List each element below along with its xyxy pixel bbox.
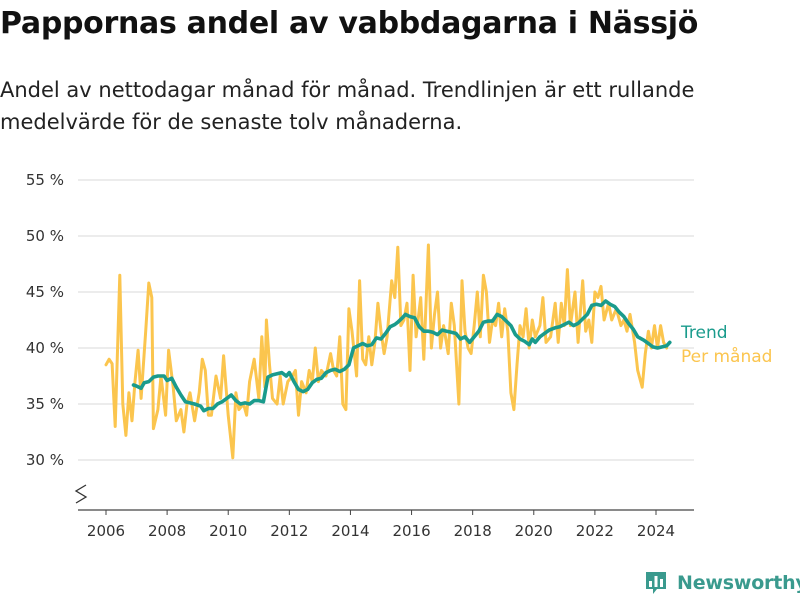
y-tick-label: 50 %	[26, 227, 64, 245]
x-tick-label: 2006	[87, 522, 125, 540]
brand-name: Newsworthy	[677, 572, 800, 594]
y-tick-label: 55 %	[26, 171, 64, 189]
x-tick-label: 2024	[637, 522, 675, 540]
y-tick-label: 30 %	[26, 451, 64, 469]
y-tick-label: 40 %	[26, 339, 64, 357]
x-tick-label: 2010	[209, 522, 247, 540]
monthly-line	[104, 243, 669, 460]
grid-lines	[78, 179, 694, 461]
x-tick-label: 2022	[576, 522, 614, 540]
x-tick-label: 2014	[331, 522, 369, 540]
axis-break-icon	[74, 484, 88, 504]
bar-chart-pin-icon	[646, 572, 666, 594]
x-tick-label: 2008	[148, 522, 186, 540]
axes: 30 % 35 % 40 % 45 % 50 % 55 % 2006 2008 2010 2012…	[26, 171, 694, 540]
page-subtitle: Andel av nettodagar månad för månad. Tre…	[0, 78, 695, 134]
trend-label: Trend	[680, 323, 728, 343]
x-tick-label: 2016	[392, 522, 430, 540]
y-tick-label: 35 %	[26, 395, 64, 413]
x-tick-label: 2012	[270, 522, 308, 540]
y-tick-label: 45 %	[26, 283, 64, 301]
trend-line	[131, 299, 672, 413]
page-title: Pappornas andel av vabbdagarna i Nässjö	[0, 6, 699, 41]
monthly-label: Per månad	[681, 346, 772, 367]
newsworthy-logo: Newsworthy	[644, 569, 800, 597]
series-labels: Per månad Trend	[680, 323, 772, 367]
x-tick-label: 2018	[454, 522, 492, 540]
x-tick-label: 2020	[515, 522, 553, 540]
series-lines	[104, 243, 672, 460]
